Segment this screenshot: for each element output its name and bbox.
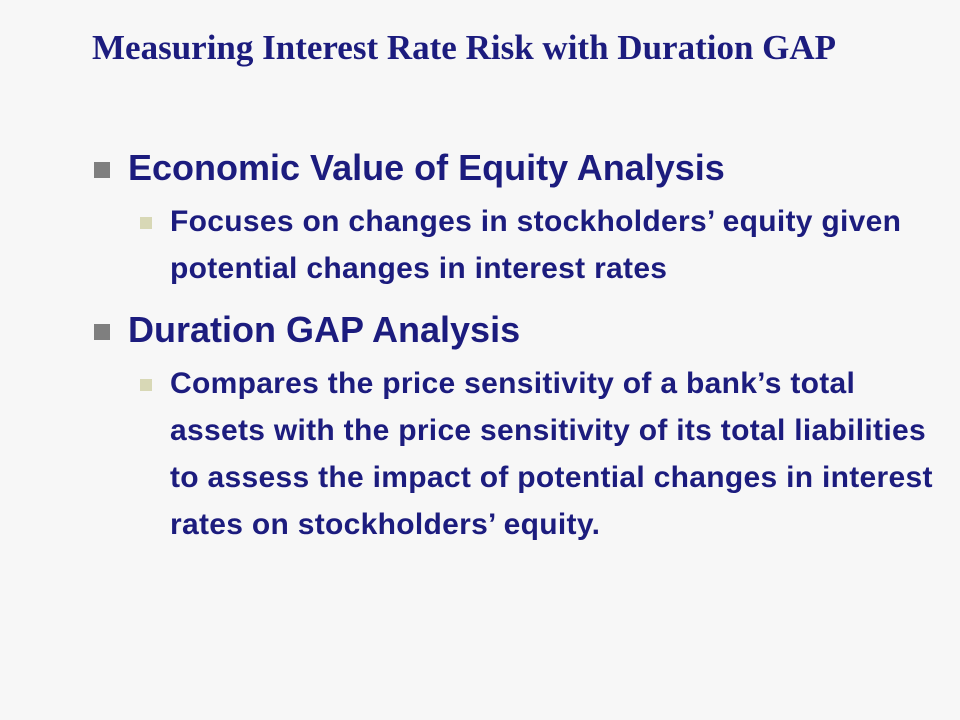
slide-content: Economic Value of Equity Analysis Focuse… [94,146,934,564]
square-bullet-icon [94,324,110,340]
bullet-economic-value-of-equity: Economic Value of Equity Analysis [94,146,934,190]
bullet-duration-gap-analysis: Duration GAP Analysis [94,308,934,352]
square-bullet-icon [140,379,152,391]
slide-title: Measuring Interest Rate Risk with Durati… [92,28,837,67]
sub-bullet-text: Focuses on changes in stockholders’ equi… [170,205,902,285]
sub-bullet-text: Compares the price sensitivity of a bank… [170,367,933,541]
sub-bullet-compares-price-sensitivity: Compares the price sensitivity of a bank… [140,360,934,548]
square-bullet-icon [140,217,152,229]
bullet-text: Economic Value of Equity Analysis [128,147,725,188]
bullet-text: Duration GAP Analysis [128,309,521,350]
square-bullet-icon [94,162,110,178]
sub-bullet-focuses-on-changes: Focuses on changes in stockholders’ equi… [140,198,934,292]
